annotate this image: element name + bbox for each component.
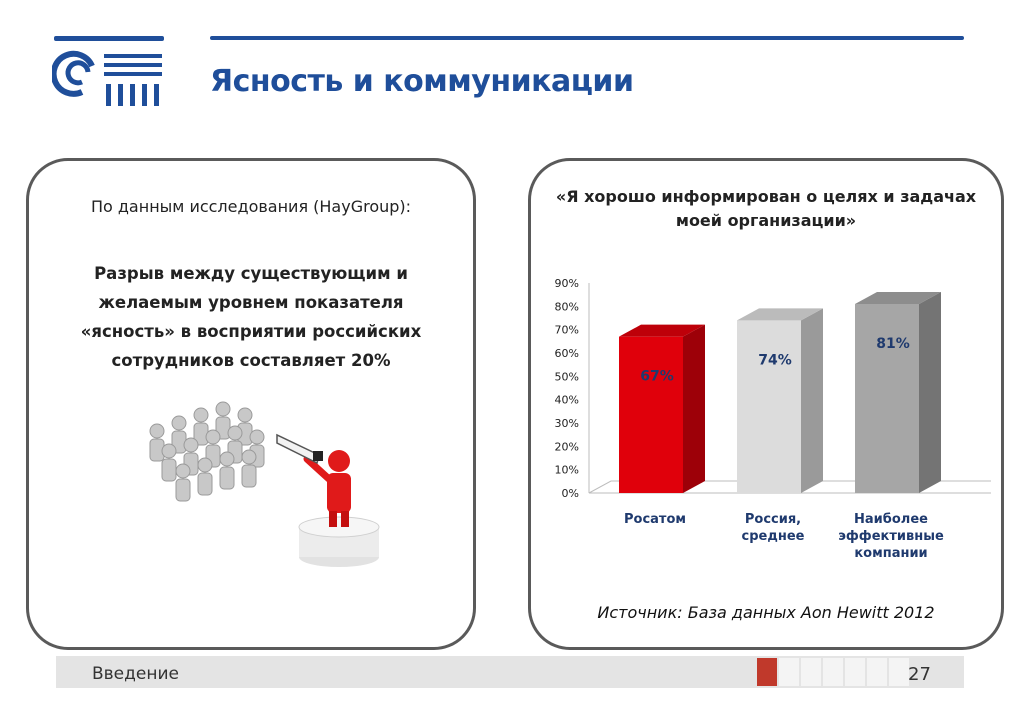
- y-tick-label: 60%: [555, 347, 579, 360]
- bar-side: [801, 308, 823, 493]
- y-tick-label: 40%: [555, 394, 579, 407]
- y-tick-label: 70%: [555, 324, 579, 337]
- leader-with-megaphone-and-crowd-illustration: [149, 401, 380, 567]
- bar-side: [919, 292, 941, 493]
- study-statement: Разрыв между существующим и желаемым уро…: [80, 264, 422, 370]
- data-label: 74%: [758, 352, 792, 368]
- data-label: 67%: [640, 369, 674, 385]
- bar-side: [683, 324, 705, 493]
- progress-cell: [757, 658, 777, 686]
- progress-cell: [867, 658, 887, 686]
- bar-chart: 0% 10% 20% 30% 40% 50% 60% 70% 80% 90% 67% Росатом 7…: [555, 277, 991, 561]
- progress-cell: [779, 658, 799, 686]
- progress-cell: [823, 658, 843, 686]
- x-tick-label: Россия,: [745, 512, 801, 527]
- bar: [619, 336, 683, 493]
- progress-cell: [845, 658, 865, 686]
- study-panel: По данным исследования (HayGroup): Разры…: [26, 158, 476, 650]
- y-tick-label: 10%: [555, 464, 579, 477]
- study-caption: По данным исследования (HayGroup):: [90, 197, 412, 216]
- page-number: 27: [908, 664, 931, 685]
- x-tick-label: компании: [854, 546, 927, 561]
- x-tick-label: среднее: [742, 529, 805, 544]
- x-tick-label: эффективные: [838, 529, 944, 544]
- progress-cell: [889, 658, 909, 686]
- bar: [855, 304, 919, 493]
- survey-panel: «Я хорошо информирован о целях и задачах…: [528, 158, 1004, 650]
- y-tick-label: 80%: [555, 300, 579, 313]
- y-tick-label: 0%: [562, 487, 579, 500]
- data-source: Источник: База данных Aon Hewitt 2012: [597, 603, 935, 622]
- data-label: 81%: [876, 336, 910, 352]
- x-tick-label: Наиболее: [854, 512, 928, 527]
- survey-question: «Я хорошо информирован о целях и задачах…: [555, 187, 977, 230]
- y-tick-label: 50%: [555, 370, 579, 383]
- bar-top: [855, 292, 941, 304]
- y-tick-label: 20%: [555, 440, 579, 453]
- x-tick-label: Росатом: [624, 512, 686, 527]
- bar-top: [737, 308, 823, 321]
- slide-title: Ясность и коммуникации: [210, 64, 634, 99]
- y-tick-label: 30%: [555, 417, 579, 430]
- section-label: Введение: [92, 664, 179, 684]
- progress-cell: [801, 658, 821, 686]
- header-rule: [210, 36, 964, 40]
- rosatom-logo-icon: [52, 36, 164, 106]
- y-tick-label: 90%: [555, 277, 579, 290]
- bar-top: [619, 324, 705, 337]
- bar: [737, 320, 801, 493]
- section-progress: [757, 658, 909, 686]
